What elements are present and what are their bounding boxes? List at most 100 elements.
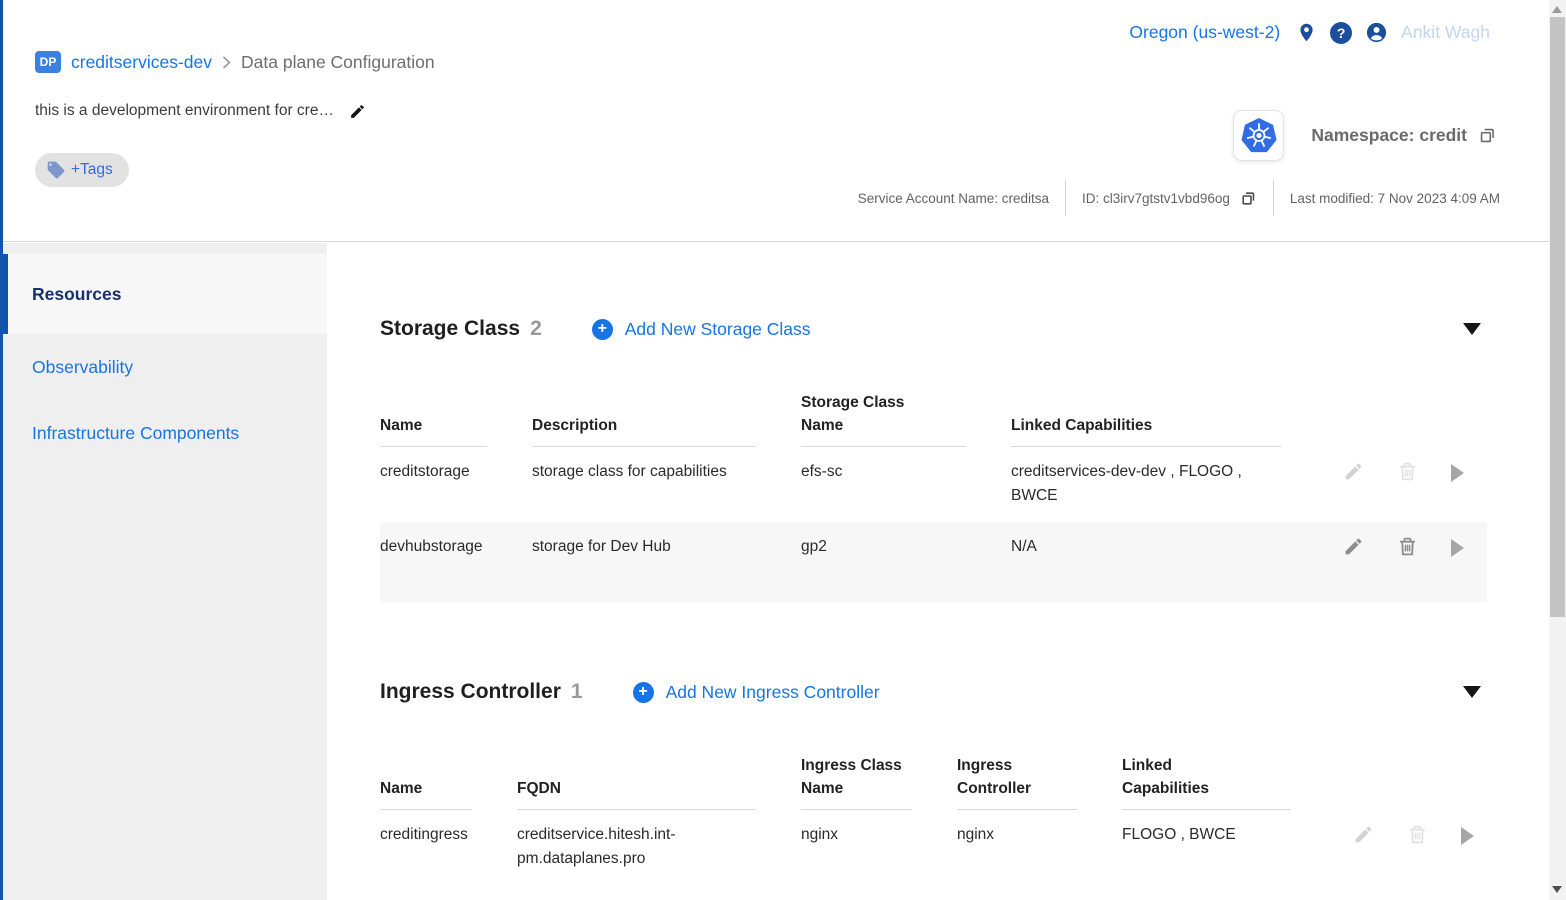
table-row: devhubstorage storage for Dev Hub gp2 N/… [380,522,1487,602]
plus-icon: + [591,318,613,340]
scrollbar-up-arrow-icon[interactable] [1552,6,1562,13]
collapse-section-icon[interactable] [1463,323,1481,335]
ingress-controller-section: Ingress Controller 1 + Add New Ingress C… [380,678,1487,885]
storage-class-header: Storage Class 2 + Add New Storage Class [380,315,1487,343]
collapse-section-icon[interactable] [1463,686,1481,698]
cell-ingress-class-name: nginx [801,826,839,843]
sidebar-item-resources[interactable]: Resources [0,254,327,334]
scrollbar-thumb[interactable] [1550,17,1565,617]
delete-row-icon[interactable] [1397,536,1418,557]
cell-linked-capabilities: N/A [1011,538,1037,555]
run-row-icon[interactable] [1461,827,1474,845]
copy-namespace-icon[interactable] [1478,126,1497,145]
page-header: Oregon (us-west-2) ? Ankit Wagh DP credi… [3,0,1549,242]
sidebar-item-label: Infrastructure Components [32,422,240,443]
scrollbar-down-arrow-icon[interactable] [1552,886,1562,893]
add-tags-label: +Tags [71,161,113,178]
cell-storage-class-name: gp2 [801,538,827,555]
column-header-fqdn: FQDN [517,746,756,810]
ingress-controller-table: Name FQDN Ingress Class Name Ingress Contr… [380,746,1487,885]
row-actions [1336,810,1487,885]
chevron-right-icon [221,55,232,70]
edit-row-icon[interactable] [1343,536,1364,557]
meta-row: Service Account Name: creditsa ID: cl3ir… [858,180,1500,216]
cell-storage-class-name: efs-sc [801,463,843,480]
column-header-ingress-class-name: Ingress Class Name [801,746,912,810]
delete-row-icon[interactable] [1397,461,1418,482]
service-account-name: Service Account Name: creditsa [857,190,1050,206]
vertical-scrollbar[interactable] [1549,0,1566,900]
row-actions [1326,447,1487,522]
cell-name: devhubstorage [380,538,483,555]
add-ingress-controller-label: Add New Ingress Controller [665,681,880,702]
table-row: creditingress creditservice.hitesh.int-p… [380,810,1487,885]
column-header-description: Description [532,383,756,447]
dataplane-id: ID: cl3irv7gtstv1vbd96og [1082,190,1230,206]
column-header-linked-capabilities: Linked Capabilities [1011,383,1281,447]
namespace-row: Namespace: credit [1233,110,1497,161]
tag-icon [46,160,66,180]
cell-name: creditstorage [380,463,470,480]
storage-class-section: Storage Class 2 + Add New Storage Class … [380,315,1487,602]
run-row-icon[interactable] [1451,539,1464,557]
kubernetes-card [1233,110,1285,161]
section-title: Storage Class [380,317,521,340]
help-icon[interactable]: ? [1330,21,1353,44]
copy-id-icon[interactable] [1240,190,1257,207]
region-selector-link[interactable]: Oregon (us-west-2) [1129,22,1281,42]
description-text: this is a development environment for cr… [35,102,334,119]
cell-fqdn: creditservice.hitesh.int-pm.dataplanes.p… [517,826,676,867]
divider [1065,180,1067,216]
plus-icon: + [632,681,654,703]
breadcrumb: DP creditservices-dev Data plane Configu… [35,51,435,73]
cell-ingress-controller: nginx [957,826,995,843]
sidebar-item-infrastructure-components[interactable]: Infrastructure Components [3,400,327,466]
column-header-storage-class-name: Storage Class Name [801,383,966,447]
table-header-row: Name FQDN Ingress Class Name Ingress Contr… [380,746,1487,810]
cell-description: storage for Dev Hub [532,538,671,555]
sidebar-item-label: Observability [32,356,134,377]
column-header-actions [1336,746,1487,810]
sidebar-item-label: Resources [32,283,122,304]
cell-name: creditingress [380,826,468,843]
kubernetes-icon [1241,117,1277,152]
user-avatar-icon[interactable] [1365,21,1388,44]
delete-row-icon[interactable] [1407,824,1428,845]
description-row: this is a development environment for cr… [35,102,366,120]
breadcrumb-current: Data plane Configuration [241,51,435,72]
sidebar-item-observability[interactable]: Observability [3,334,327,400]
row-actions [1326,522,1487,602]
add-tags-button[interactable]: +Tags [35,153,129,187]
add-storage-class-label: Add New Storage Class [624,318,811,339]
column-header-linked-capabilities: Linked Capabilities [1122,746,1291,810]
add-ingress-controller-button[interactable]: + Add New Ingress Controller [632,681,880,703]
topbar: Oregon (us-west-2) ? Ankit Wagh [1129,21,1490,44]
section-count: 1 [570,680,583,703]
data-plane-badge: DP [35,51,61,73]
user-name[interactable]: Ankit Wagh [1401,22,1490,42]
cell-description: storage class for capabilities [532,463,727,480]
last-modified: Last modified: 7 Nov 2023 4:09 AM [1289,190,1500,206]
column-header-name: Name [380,746,472,810]
run-row-icon[interactable] [1451,464,1464,482]
namespace-label: Namespace: credit [1311,125,1467,145]
cell-linked-capabilities: FLOGO , BWCE [1122,826,1236,843]
location-pin-icon[interactable] [1296,22,1317,43]
table-row: creditstorage storage class for capabili… [380,447,1487,522]
column-header-name: Name [380,383,487,447]
ingress-controller-header: Ingress Controller 1 + Add New Ingress C… [380,678,1487,706]
section-title: Ingress Controller [380,680,561,703]
main-content: Storage Class 2 + Add New Storage Class … [327,243,1549,900]
edit-row-icon[interactable] [1343,461,1364,482]
breadcrumb-env-link[interactable]: creditservices-dev [71,51,213,72]
cell-linked-capabilities: creditservices-dev-dev , FLOGO , BWCE [1011,463,1242,504]
column-header-ingress-controller: Ingress Controller [957,746,1077,810]
edit-description-icon[interactable] [349,103,366,120]
table-header-row: Name Description Storage Class Name Linke… [380,383,1487,447]
edit-row-icon[interactable] [1353,824,1374,845]
add-storage-class-button[interactable]: + Add New Storage Class [591,318,811,340]
storage-class-table: Name Description Storage Class Name Linke… [380,383,1487,602]
divider [1272,180,1274,216]
column-header-actions [1326,383,1487,447]
